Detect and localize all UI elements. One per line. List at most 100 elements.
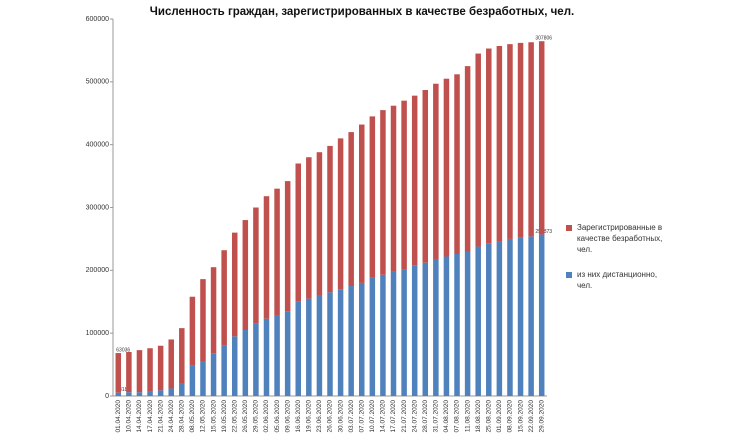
bar-segment xyxy=(496,241,503,396)
bar-segment xyxy=(168,388,174,396)
bar-segment xyxy=(538,41,545,235)
x-tick-label: 29.09.2020 xyxy=(538,400,545,433)
bar-segment xyxy=(433,259,439,396)
bar-segment xyxy=(242,220,249,331)
bar-segment xyxy=(316,152,323,296)
x-tick-label: 21.07.2020 xyxy=(401,400,408,433)
x-tick-label: 11.08.2020 xyxy=(464,400,471,432)
bar-segment xyxy=(359,124,365,283)
data-label: 307806 xyxy=(535,36,552,42)
bar-segment xyxy=(359,282,365,396)
x-tick-label: 26.05.2020 xyxy=(242,400,249,433)
bar-segment xyxy=(136,392,143,396)
bar-segment xyxy=(136,350,143,393)
bar-segment xyxy=(422,262,429,396)
bar-segment xyxy=(475,246,481,396)
bar-segment xyxy=(200,279,206,362)
bar-segment xyxy=(210,353,217,396)
bar-segment xyxy=(147,348,153,392)
x-tick-label: 14.04.2020 xyxy=(136,400,143,433)
x-tick-label: 30.06.2020 xyxy=(337,400,344,433)
bar-segment xyxy=(157,345,164,391)
bar-segment xyxy=(390,105,397,272)
bar-segment xyxy=(401,269,407,396)
x-tick-label: 05.06.2020 xyxy=(274,400,281,433)
x-tick-label: 26.06.2020 xyxy=(327,400,334,433)
bar-segment xyxy=(253,323,259,396)
bar-segment xyxy=(316,295,323,396)
bar-segment xyxy=(369,277,376,396)
bar-segment xyxy=(253,207,259,324)
x-tick-label: 10.04.2020 xyxy=(126,400,133,433)
y-tick-label: 600000 xyxy=(86,16,109,23)
x-tick-label: 12.05.2020 xyxy=(200,400,207,433)
y-tick-label: 500000 xyxy=(86,79,109,86)
legend-swatch xyxy=(566,225,572,231)
legend-swatch xyxy=(566,272,572,278)
bar-segment xyxy=(231,336,238,396)
bar-segment xyxy=(126,352,132,393)
bar-segment xyxy=(486,243,492,396)
bar-segment xyxy=(475,53,481,247)
x-tick-label: 23.06.2020 xyxy=(316,400,323,433)
x-tick-label: 03.07.2020 xyxy=(348,400,355,433)
bar-segment xyxy=(210,267,217,354)
x-tick-label: 08.05.2020 xyxy=(189,400,196,433)
bar-segment xyxy=(200,361,206,396)
bar-segment xyxy=(507,238,513,396)
bar-segment xyxy=(380,110,386,275)
bar-segment xyxy=(411,95,418,266)
y-tick-label: 400000 xyxy=(86,142,109,149)
y-tick-label: 0 xyxy=(105,393,109,400)
x-tick-label: 24.07.2020 xyxy=(411,400,418,433)
bar-segment xyxy=(443,256,450,396)
bar-segment xyxy=(348,132,354,287)
bar-segment xyxy=(115,353,122,393)
bar-segment xyxy=(263,318,270,396)
bar-segment xyxy=(327,292,333,396)
bar-segment xyxy=(274,315,280,396)
bar-segment xyxy=(390,271,397,396)
bar-segment xyxy=(306,298,312,396)
bar-segment xyxy=(242,330,249,396)
x-tick-label: 04.08.2020 xyxy=(443,400,450,433)
x-tick-label: 15.09.2020 xyxy=(517,400,524,433)
bar-segment xyxy=(115,392,122,396)
bar-segment xyxy=(126,392,132,396)
legend-label: Зарегистрированные в качестве безработных… xyxy=(577,223,662,254)
bar-segment xyxy=(327,145,333,293)
x-tick-label: 10.07.2020 xyxy=(369,400,376,433)
bar-segment xyxy=(231,232,238,337)
y-tick-label: 100000 xyxy=(86,330,109,337)
x-tick-label: 19.06.2020 xyxy=(306,400,313,433)
x-tick-label: 02.06.2020 xyxy=(263,400,270,433)
bar-segment xyxy=(147,391,153,396)
bar-segment xyxy=(348,286,354,396)
x-tick-label: 21.04.2020 xyxy=(157,400,164,433)
bar-segment xyxy=(179,328,185,384)
x-tick-label: 17.04.2020 xyxy=(147,400,154,433)
data-label: 63036 xyxy=(116,347,130,353)
x-tick-label: 17.07.2020 xyxy=(390,400,397,433)
bar-segment xyxy=(464,251,471,396)
bar-segment xyxy=(263,196,270,319)
x-tick-label: 25.08.2020 xyxy=(485,400,492,433)
x-tick-label: 28.07.2020 xyxy=(422,400,429,433)
x-tick-label: 07.08.2020 xyxy=(454,400,461,433)
bar-segment xyxy=(337,138,344,290)
bar-segment xyxy=(422,90,429,263)
bar-segment xyxy=(284,311,291,396)
x-tick-label: 01.04.2020 xyxy=(115,400,122,433)
bar-segment xyxy=(454,253,460,396)
legend-label: из них дистанционно, чел. xyxy=(577,270,657,290)
bar-segment xyxy=(528,42,534,237)
bar-segment xyxy=(528,236,534,396)
x-tick-label: 22.05.2020 xyxy=(231,400,238,433)
bar-segment xyxy=(295,163,301,302)
bar-segment xyxy=(380,274,386,396)
bar-segment xyxy=(157,390,164,396)
bar-segment xyxy=(433,83,439,260)
x-tick-label: 24.04.2020 xyxy=(168,400,175,433)
bar-segment xyxy=(517,237,524,396)
